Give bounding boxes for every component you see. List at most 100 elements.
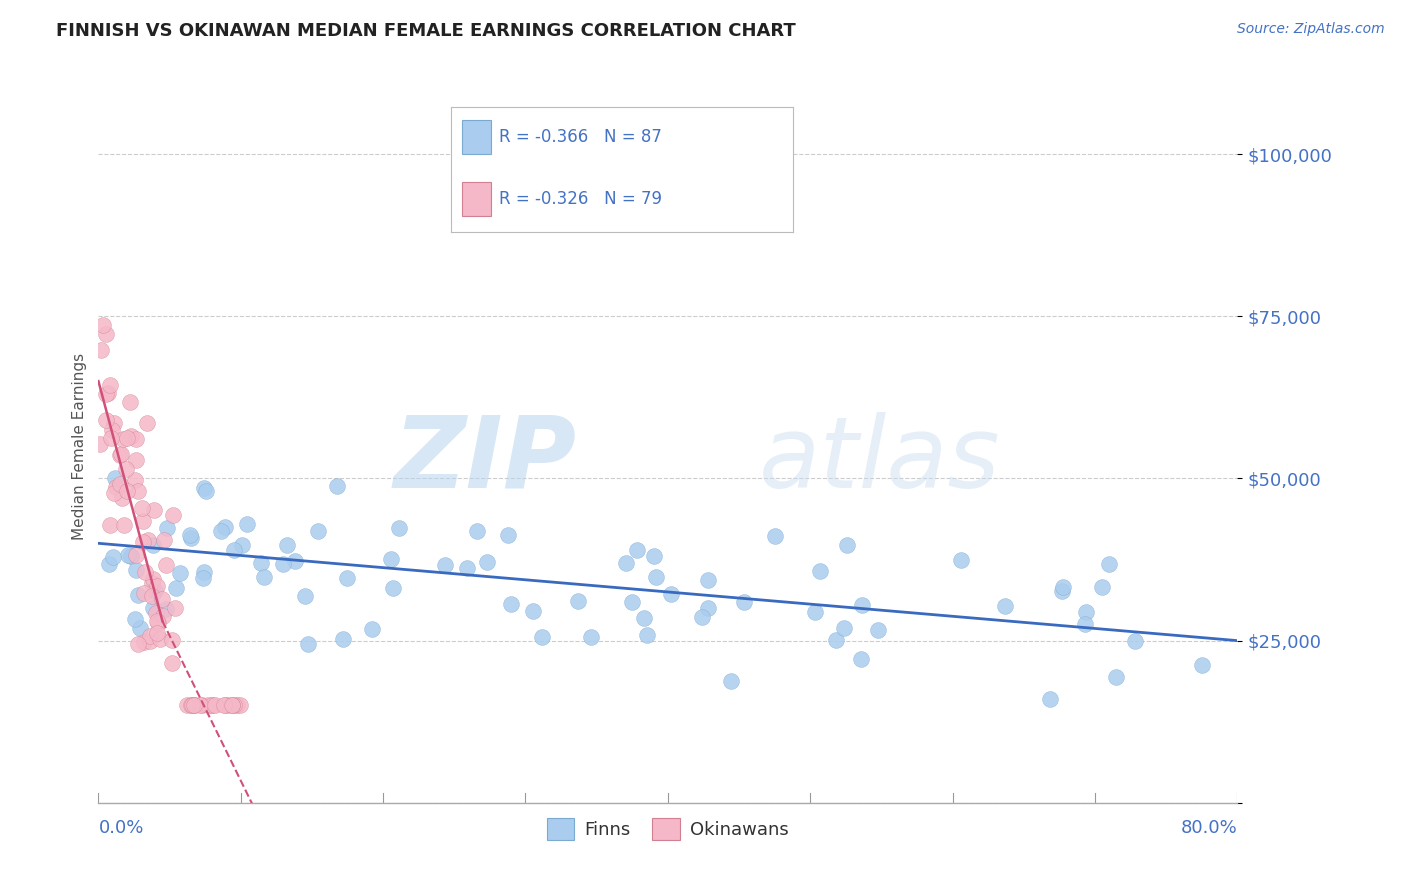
Point	[644, 570, 666, 584]
Point	[217, 698, 239, 713]
Point	[132, 635, 155, 649]
Point	[132, 586, 155, 600]
Point	[142, 538, 165, 552]
Point	[614, 556, 637, 570]
Point	[994, 599, 1017, 613]
Point	[733, 594, 755, 608]
Point	[131, 514, 153, 528]
Point	[284, 554, 307, 568]
Point	[96, 326, 118, 341]
Point	[835, 538, 858, 552]
Point	[184, 698, 207, 713]
Point	[115, 431, 138, 445]
Point	[146, 625, 169, 640]
Point	[475, 555, 498, 569]
Point	[825, 633, 848, 648]
Point	[142, 572, 165, 586]
Point	[197, 698, 219, 713]
Point	[950, 553, 973, 567]
Point	[194, 483, 217, 498]
Point	[763, 529, 786, 543]
Point	[697, 573, 720, 587]
Point	[1074, 606, 1097, 620]
Point	[97, 385, 120, 400]
Point	[212, 698, 235, 713]
Point	[326, 478, 349, 492]
Point	[142, 600, 165, 615]
Point	[103, 416, 125, 430]
Point	[659, 587, 682, 601]
Point	[530, 630, 553, 644]
Point	[253, 570, 276, 584]
Point	[332, 632, 354, 646]
Point	[808, 564, 831, 578]
Point	[110, 447, 132, 461]
Point	[89, 437, 111, 451]
Point	[120, 549, 142, 563]
Point	[139, 634, 162, 648]
Point	[191, 698, 214, 713]
Point	[382, 581, 405, 595]
Point	[643, 549, 665, 563]
Point	[94, 413, 117, 427]
Point	[136, 533, 159, 548]
Point	[214, 520, 236, 534]
Point	[135, 417, 157, 431]
Point	[1098, 557, 1121, 571]
Point	[361, 622, 384, 636]
Point	[336, 571, 359, 585]
Point	[620, 594, 643, 608]
Point	[221, 698, 243, 713]
Point	[127, 483, 149, 498]
Point	[127, 588, 149, 602]
Point	[522, 604, 544, 618]
Point	[456, 560, 478, 574]
Point	[193, 481, 215, 495]
Text: 0.0%: 0.0%	[98, 820, 143, 838]
Point	[115, 461, 138, 475]
Point	[125, 548, 148, 562]
Point	[433, 558, 456, 572]
Point	[180, 531, 202, 545]
Point	[211, 524, 233, 538]
Point	[222, 543, 245, 558]
Point	[117, 549, 139, 563]
Point	[250, 556, 273, 570]
Point	[214, 698, 236, 713]
Point	[581, 630, 603, 644]
Text: 80.0%: 80.0%	[1181, 820, 1237, 838]
Point	[100, 377, 122, 392]
Point	[115, 483, 138, 498]
Point	[231, 538, 253, 552]
Point	[150, 592, 173, 607]
Point	[131, 500, 153, 515]
Point	[851, 598, 873, 612]
Point	[221, 698, 243, 713]
Point	[120, 429, 142, 443]
Point	[276, 539, 298, 553]
Point	[388, 521, 411, 535]
Point	[162, 508, 184, 523]
Point	[97, 557, 120, 571]
Point	[100, 431, 122, 445]
Text: FINNISH VS OKINAWAN MEDIAN FEMALE EARNINGS CORRELATION CHART: FINNISH VS OKINAWAN MEDIAN FEMALE EARNIN…	[56, 22, 796, 40]
Point	[201, 698, 224, 713]
Point	[501, 597, 523, 611]
Point	[633, 611, 655, 625]
Point	[201, 698, 224, 713]
Point	[1039, 692, 1062, 706]
Point	[222, 698, 245, 713]
Point	[307, 524, 329, 538]
Point	[100, 424, 122, 438]
Point	[181, 698, 204, 713]
Point	[225, 698, 247, 713]
Point	[803, 605, 825, 619]
Point	[271, 557, 294, 571]
Point	[162, 632, 184, 647]
Point	[108, 448, 131, 462]
Text: atlas: atlas	[759, 412, 1001, 508]
Point	[155, 602, 177, 616]
Point	[127, 637, 149, 651]
Point	[832, 621, 855, 635]
Point	[146, 614, 169, 628]
